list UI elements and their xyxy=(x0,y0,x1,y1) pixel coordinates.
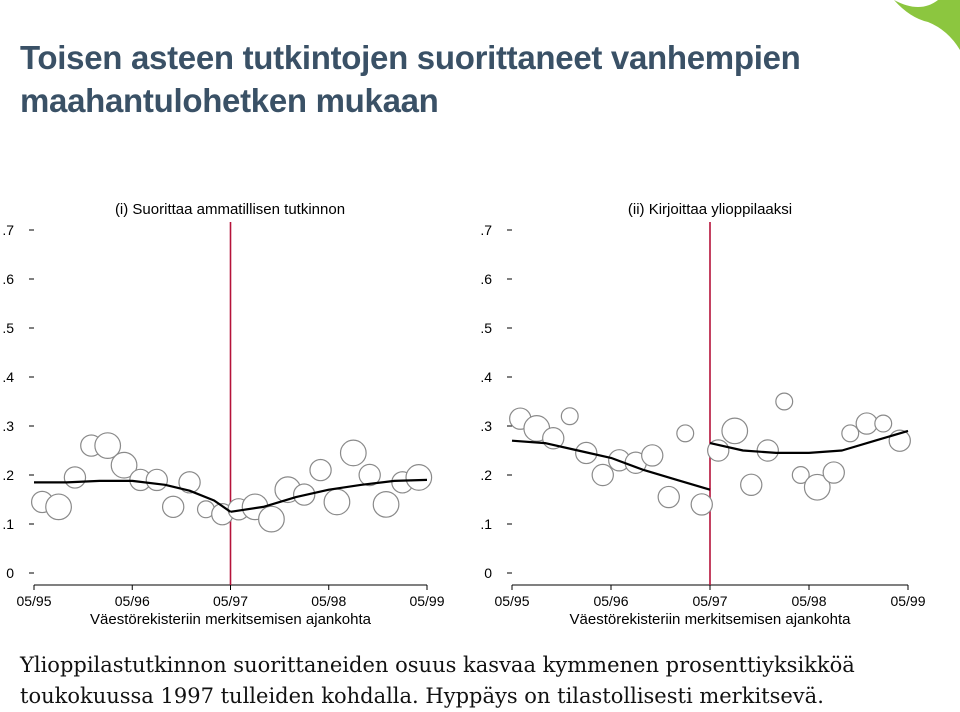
scatter-point xyxy=(591,463,614,487)
x-tick-label: 05/96 xyxy=(115,593,150,609)
y-tick-label: .6 xyxy=(480,271,492,287)
scatter-point xyxy=(323,488,351,516)
y-tick-label: .1 xyxy=(2,516,14,532)
y-tick-label: .2 xyxy=(480,467,492,483)
y-tick-label: .3 xyxy=(480,418,492,434)
caption-line-2: toukokuussa 1997 tulleiden kohdalla. Hyp… xyxy=(20,684,824,708)
slide-caption: Ylioppilastutkinnon suorittaneiden osuus… xyxy=(20,650,950,712)
scatter-point xyxy=(258,505,285,533)
panel-title: (i) Suorittaa ammatillisen tutkinnon xyxy=(115,201,345,218)
scatter-point xyxy=(803,473,831,501)
scatter-point xyxy=(721,417,749,445)
x-axis-title: Väestörekisteriin merkitsemisen ajankoht… xyxy=(570,611,852,628)
slide-title-line-2: maahantulohetken mukaan xyxy=(20,82,439,119)
x-tick-label: 05/95 xyxy=(16,593,51,609)
slide-title-line-1: Toisen asteen tutkintojen suorittaneet v… xyxy=(20,39,801,76)
x-tick-label: 05/98 xyxy=(791,593,826,609)
scatter-point xyxy=(560,407,579,426)
scatter-point xyxy=(791,466,810,485)
scatter-point xyxy=(676,424,695,443)
y-tick-label: .3 xyxy=(2,418,14,434)
fit-line-right xyxy=(230,478,428,513)
x-axis-title: Väestörekisteriin merkitsemisen ajankoht… xyxy=(90,611,372,628)
panel-ammatillinen: (i) Suorittaa ammatillisen tutkinnon 0 .1.… xyxy=(2,201,444,628)
scatter-point xyxy=(641,444,664,467)
scatter-point xyxy=(45,493,72,521)
x-tick-label: 05/96 xyxy=(593,593,628,609)
scatter-point xyxy=(178,471,201,494)
scatter-point xyxy=(358,463,381,487)
y-tick-label: .4 xyxy=(480,369,492,385)
caption-line-1: Ylioppilastutkinnon suorittaneiden osuus… xyxy=(20,653,855,677)
y-tick-label: .7 xyxy=(480,222,492,238)
x-tick-label: 05/97 xyxy=(692,593,727,609)
scatter-point xyxy=(63,466,87,489)
scatter-point xyxy=(94,432,122,460)
y-tick-label: .1 xyxy=(480,516,492,532)
x-tick-label: 05/99 xyxy=(409,593,444,609)
scatter-point xyxy=(740,473,763,496)
y-tick-label: .5 xyxy=(480,320,492,336)
scatter-point xyxy=(775,392,794,411)
x-tick-label: 05/99 xyxy=(890,593,925,609)
charts-area: (i) Suorittaa ammatillisen tutkinnon 0 .1.… xyxy=(2,201,925,628)
scatter-point xyxy=(841,424,860,443)
scatter-point xyxy=(309,458,332,482)
scatter-point xyxy=(874,414,893,433)
scatter-point xyxy=(145,468,169,492)
panel-ylioppilas: (ii) Kirjoittaa ylioppilaaksi 0 .1 .2 .3 .4 .5… xyxy=(480,201,925,628)
y-tick-label: .2 xyxy=(2,467,14,483)
fit-line-right xyxy=(709,429,909,454)
x-tick-label: 05/95 xyxy=(494,593,529,609)
y-tick-label: 0 xyxy=(484,565,492,581)
panel-title: (ii) Kirjoittaa ylioppilaaksi xyxy=(628,201,792,218)
scatter-point xyxy=(756,439,779,462)
scatter-point xyxy=(657,485,680,509)
scatter-point xyxy=(822,461,845,484)
corner-accent-logo xyxy=(894,0,960,50)
y-tick-label: .5 xyxy=(2,320,14,336)
scatter-point xyxy=(855,412,878,435)
y-tick-label: .4 xyxy=(2,369,14,385)
scatter-point xyxy=(110,451,138,479)
scatter-point xyxy=(405,464,433,491)
scatter-point xyxy=(690,493,713,516)
fit-line-left xyxy=(34,479,232,513)
y-tick-label: .6 xyxy=(2,271,14,287)
scatter-point xyxy=(161,495,185,519)
x-tick-label: 05/98 xyxy=(311,593,346,609)
y-tick-label: .7 xyxy=(2,222,14,238)
scatter-point xyxy=(339,439,367,467)
y-tick-label: 0 xyxy=(6,565,14,581)
slide-title: Toisen asteen tutkintojen suorittaneet v… xyxy=(20,36,900,122)
fit-line-left xyxy=(511,439,711,491)
x-tick-label: 05/97 xyxy=(213,593,248,609)
scatter-point xyxy=(372,491,400,518)
